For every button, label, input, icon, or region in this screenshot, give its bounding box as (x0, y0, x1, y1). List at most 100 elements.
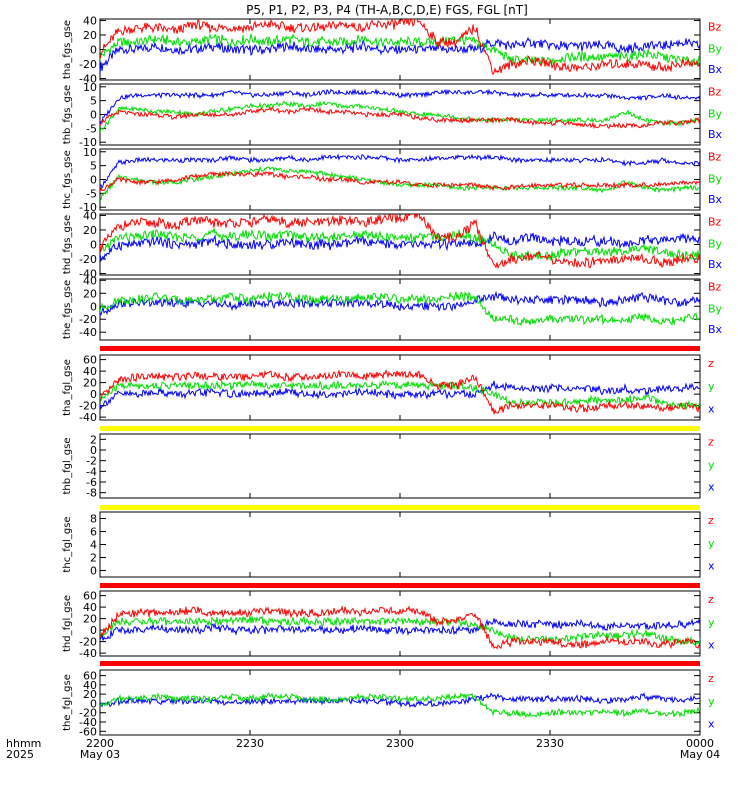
series-Bz (100, 170, 700, 192)
ytick-label: 0 (90, 174, 97, 187)
ytick-label: 6 (90, 526, 97, 539)
series-x (100, 380, 700, 410)
ytick-label: 20 (83, 613, 97, 626)
legend-z: z (708, 672, 714, 685)
ytick-label: 0 (90, 109, 97, 122)
legend-y: y (708, 616, 715, 629)
panel-frame (99, 433, 701, 499)
panel-ylabel: tha_fgs_gse (62, 20, 73, 79)
ytick-label: -20 (79, 253, 97, 266)
legend-x: x (708, 402, 715, 415)
series-Bx (100, 290, 700, 316)
series-group (100, 19, 700, 76)
flag-bar (100, 583, 700, 588)
series-Bx (100, 153, 700, 189)
ytick-label: -2 (86, 455, 97, 468)
series-Bz (100, 214, 700, 269)
series-By (100, 290, 700, 327)
series-By (100, 165, 700, 202)
ytick-label: -4 (86, 465, 97, 478)
ytick-label: 0 (90, 388, 97, 401)
legend-z: z (708, 514, 714, 527)
legend-x: x (708, 559, 715, 572)
series-By (100, 33, 700, 66)
legend-Bz: Bz (708, 215, 722, 228)
ytick-label: 20 (83, 29, 97, 42)
chart-title: P5, P1, P2, P3, P4 (TH-A,B,C,D,E) FGS, F… (246, 3, 528, 17)
ytick-label: 20 (83, 688, 97, 701)
legend-Bx: Bx (708, 63, 723, 76)
legend-Bz: Bz (708, 20, 722, 33)
xtick-label: 2230 (236, 737, 264, 750)
ytick-label: -20 (79, 313, 97, 326)
ytick-label: 60 (83, 354, 97, 367)
series-Bz (100, 106, 700, 130)
flag-bar (100, 426, 700, 431)
ytick-label: 40 (83, 274, 97, 287)
ytick-label: 0 (90, 239, 97, 252)
ytick-label: 0 (90, 565, 97, 578)
ytick-label: 0 (90, 697, 97, 710)
ytick-label: 0 (90, 300, 97, 313)
ytick-label: 40 (83, 14, 97, 27)
legend-By: By (708, 42, 723, 55)
time-row-label-hhmm: hhmm (6, 737, 41, 750)
series-Bz (100, 19, 700, 76)
series-x (100, 618, 700, 641)
xtick-date: May 03 (80, 748, 120, 761)
ytick-label: 8 (90, 513, 97, 526)
panel-ylabel: thc_fgs_gse (62, 150, 73, 209)
panel-ylabel: thd_fgs_gse (62, 215, 73, 274)
legend-x: x (708, 717, 715, 730)
ytick-label: 40 (83, 601, 97, 614)
legend-Bx: Bx (708, 323, 723, 336)
legend-By: By (708, 107, 723, 120)
legend-By: By (708, 237, 723, 250)
panel-ylabel: thc_fgl_gse (62, 516, 73, 572)
series-y (100, 379, 700, 411)
ytick-label: -5 (86, 187, 97, 200)
ytick-label: 20 (83, 224, 97, 237)
flag-bar (100, 505, 700, 510)
legend-y: y (708, 459, 715, 472)
series-By (100, 227, 700, 261)
ytick-label: 10 (83, 81, 97, 94)
legend-z: z (708, 593, 714, 606)
xtick-date: May 04 (680, 748, 720, 761)
ytick-label: 5 (90, 95, 97, 108)
ytick-label: -20 (79, 58, 97, 71)
ytick-label: -10 (79, 136, 97, 149)
legend-x: x (708, 638, 715, 651)
ytick-label: 10 (83, 146, 97, 159)
ytick-label: 0 (90, 444, 97, 457)
panel-tha_fgs_gse: 40 20 0-20 -40 tha_fgs_gse Bz By Bx (62, 14, 723, 85)
ytick-label: -40 (79, 411, 97, 424)
ytick-label: 40 (83, 365, 97, 378)
ytick-label: -20 (79, 400, 97, 413)
legend-By: By (708, 172, 723, 185)
legend-z: z (708, 357, 714, 370)
panel-ylabel: the_fgs_gse (62, 280, 73, 339)
ytick-label: 40 (83, 679, 97, 692)
panel-ylabel: thd_fgl_gse (62, 595, 73, 652)
panel-ylabel: thb_fgs_gse (62, 85, 73, 144)
legend-Bx: Bx (708, 193, 723, 206)
ytick-label: 20 (83, 377, 97, 390)
xtick-label: 0000 (686, 737, 714, 750)
time-row-label-year: 2025 (6, 748, 34, 761)
legend-z: z (708, 436, 714, 449)
legend-y: y (708, 537, 715, 550)
panel-frame (99, 590, 701, 657)
ytick-label: -60 (79, 725, 97, 738)
ytick-label: 2 (90, 552, 97, 565)
xtick-label: 2330 (536, 737, 564, 750)
legend-Bz: Bz (708, 150, 722, 163)
ytick-label: -8 (86, 487, 97, 500)
legend-By: By (708, 302, 723, 315)
ytick-label: 5 (90, 160, 97, 173)
ytick-label: -40 (79, 268, 97, 281)
series-z (100, 605, 700, 650)
